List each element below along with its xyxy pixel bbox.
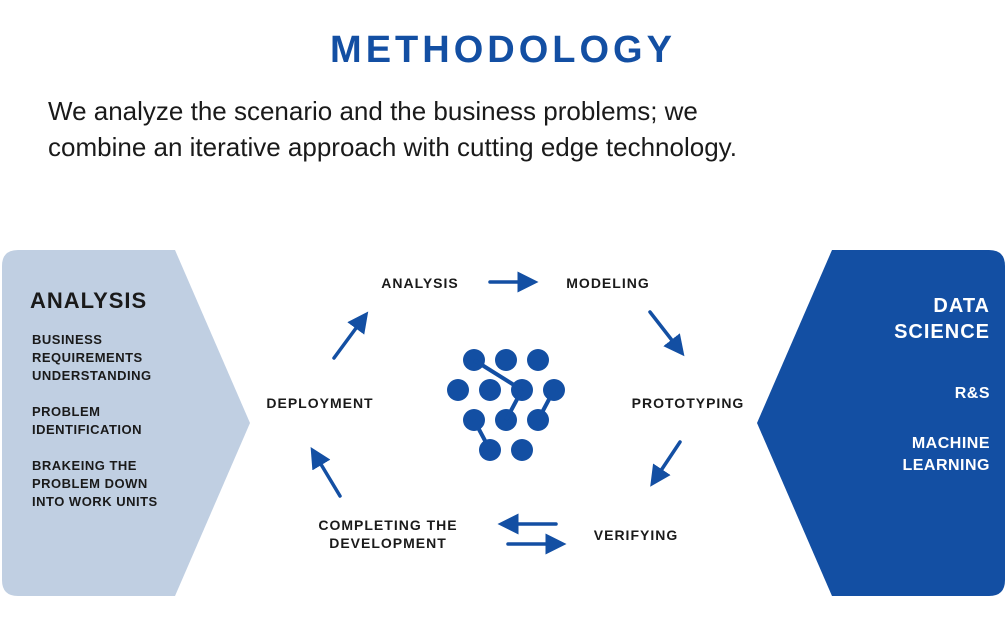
analysis-item-1-l1: PROBLEM xyxy=(32,404,101,419)
datascience-item-1: R&S xyxy=(955,385,990,402)
description-line-2: combine an iterative approach with cutti… xyxy=(48,132,737,162)
datascience-item-2-l2: LEARNING xyxy=(902,457,990,474)
cycle-label-verifying: VERIFYING xyxy=(594,527,678,543)
cycle-label-completing-l1: COMPLETING THE xyxy=(318,517,457,533)
datascience-item-2-l1: MACHINE xyxy=(912,435,990,452)
page-title: METHODOLOGY xyxy=(330,29,676,71)
analysis-item-1-l2: IDENTIFICATION xyxy=(32,422,142,437)
cycle-label-modeling: MODELING xyxy=(566,275,649,291)
analysis-item-0-l2: REQUIREMENTS xyxy=(32,350,143,365)
cycle-label-prototyping: PROTOTYPING xyxy=(632,395,745,411)
analysis-item-0-l3: UNDERSTANDING xyxy=(32,368,152,383)
analysis-heading: ANALYSIS xyxy=(30,288,147,313)
datascience-heading-l2: SCIENCE xyxy=(894,321,990,343)
cycle-label-completing-l2: DEVELOPMENT xyxy=(329,535,447,551)
arrow-deployment-to-analysis xyxy=(334,320,362,358)
analysis-item-2-l3: INTO WORK UNITS xyxy=(32,494,158,509)
analysis-item-0-l1: BUSINESS xyxy=(32,332,102,347)
network-icon xyxy=(447,349,565,461)
datascience-heading-l1: DATA xyxy=(933,295,990,317)
analysis-item-2-l2: PROBLEM DOWN xyxy=(32,476,148,491)
description-line-1: We analyze the scenario and the business… xyxy=(48,96,698,126)
arrow-completing-to-deployment xyxy=(316,456,340,496)
cycle-label-analysis: ANALYSIS xyxy=(381,275,459,291)
arrow-prototyping-to-verifying xyxy=(656,442,680,478)
analysis-item-2-l1: BRAKEING THE xyxy=(32,458,137,473)
arrow-modeling-to-prototyping xyxy=(650,312,678,348)
cycle-label-deployment: DEPLOYMENT xyxy=(266,395,373,411)
